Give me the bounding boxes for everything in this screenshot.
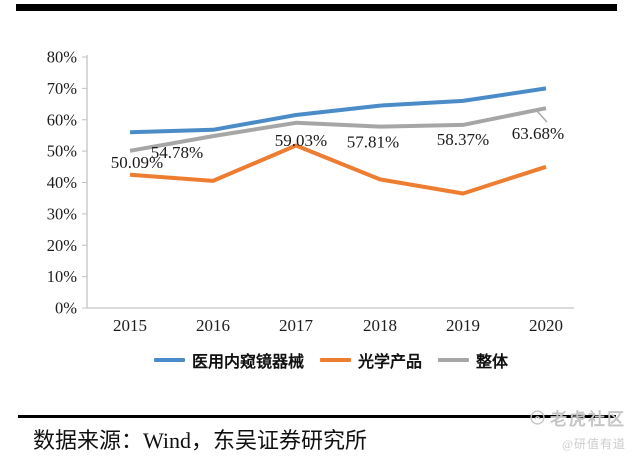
legend-item-整体: 整体 (438, 348, 508, 372)
legend-item-光学产品: 光学产品 (319, 348, 422, 372)
y-axis-label: 0% (55, 299, 77, 318)
top-divider-bar (16, 4, 617, 11)
y-axis-label: 60% (47, 110, 78, 129)
watermark: 老虎社区 @研值有道 (530, 405, 626, 452)
data-label-leader-line (535, 109, 548, 123)
line-chart: 0% 10% 20% 30% 40% 50% 60% 70% 80% 2015 2016 2017 20… (47, 48, 574, 335)
chart-legend: 医用内窥镜器械 光学产品 整体 (87, 349, 575, 371)
tiger-logo-icon (530, 410, 545, 425)
x-axis-label: 2019 (446, 316, 480, 335)
legend-line-sample (438, 358, 469, 362)
x-axis-label: 2017 (279, 316, 314, 335)
y-axis-label: 30% (47, 204, 78, 223)
data-label: 54.78% (151, 143, 203, 162)
x-axis-label: 2018 (363, 316, 397, 335)
x-axis-label: 2016 (196, 316, 230, 335)
data-label: 50.09% (111, 153, 163, 172)
data-label: 63.68% (512, 124, 564, 143)
x-axis-label: 2015 (113, 316, 147, 335)
data-source-text: 数据来源：Wind，东吴证券研究所 (33, 428, 367, 453)
footer-divider-line (18, 415, 616, 418)
data-label: 57.81% (347, 133, 399, 152)
watermark-brand-text: 老虎社区 (550, 410, 626, 429)
watermark-brand-row: 老虎社区 (530, 405, 626, 430)
series-line-光学产品 (129, 143, 547, 196)
y-axis-label: 70% (47, 79, 78, 98)
legend-item-label: 医用内窥镜器械 (191, 354, 304, 371)
legend-item-医用内窥镜器械: 医用内窥镜器械 (153, 348, 304, 372)
series-line-医用内窥镜器械 (129, 86, 547, 135)
series-line-整体 (129, 106, 547, 153)
data-label: 59.03% (275, 131, 327, 150)
watermark-handle-text: @研值有道 (561, 437, 626, 451)
legend-line-sample (153, 358, 185, 362)
x-axis-label: 2020 (529, 316, 563, 335)
y-axis-label: 50% (47, 142, 78, 161)
legend-item-label: 整体 (476, 354, 509, 371)
y-axis-label: 40% (47, 173, 78, 192)
legend-item-label: 光学产品 (357, 354, 422, 371)
legend-line-sample (319, 358, 351, 362)
y-axis-label: 80% (47, 48, 78, 67)
data-label: 58.37% (437, 130, 489, 149)
y-axis-label: 20% (47, 236, 78, 255)
y-axis-label: 10% (47, 267, 78, 286)
